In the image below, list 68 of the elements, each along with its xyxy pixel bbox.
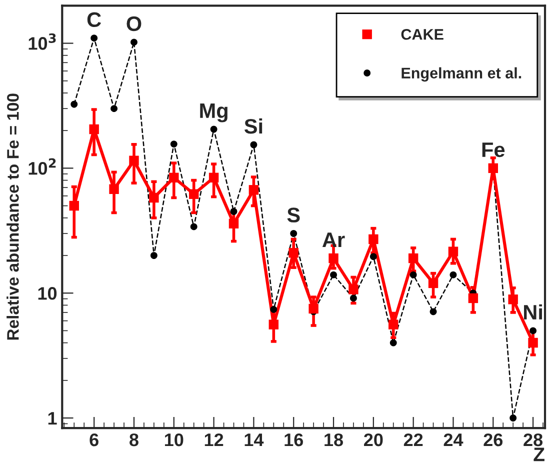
point — [430, 308, 437, 316]
point — [308, 304, 318, 314]
y-tick-label: 1 — [48, 412, 57, 425]
point — [190, 223, 198, 230]
y-tick-label: 10$^{2}$ — [28, 158, 56, 175]
annotation: C — [87, 12, 102, 28]
point — [70, 100, 78, 108]
annotation: Fe — [482, 142, 505, 158]
point — [149, 192, 159, 203]
annotation: Si — [244, 118, 262, 134]
annotation: Ni — [524, 304, 542, 320]
point — [228, 218, 239, 228]
point — [169, 172, 179, 182]
point — [528, 338, 538, 348]
point — [330, 271, 337, 278]
point — [448, 246, 458, 256]
point — [130, 38, 138, 46]
point — [170, 140, 178, 148]
point — [388, 320, 398, 330]
x-tick-label: 6 — [90, 433, 98, 446]
x-tick-label: 24 — [444, 433, 464, 446]
point — [368, 234, 378, 244]
point — [69, 200, 79, 211]
point — [290, 230, 298, 237]
x-tick-label: 10 — [164, 433, 184, 446]
point — [288, 248, 298, 258]
x-tick-label: 18 — [324, 433, 343, 446]
point — [450, 271, 457, 278]
x-tick-label: 12 — [204, 433, 224, 446]
x-tick-label: 28 — [524, 433, 543, 446]
point — [109, 184, 119, 194]
point — [150, 252, 158, 259]
point — [350, 294, 357, 302]
x-tick-label: 8 — [130, 433, 138, 446]
point — [348, 284, 358, 294]
point — [250, 141, 258, 148]
annotation: Ar — [322, 232, 345, 247]
point — [210, 126, 218, 133]
y-tick-label: 10$^{3}$ — [28, 33, 56, 50]
point — [390, 339, 397, 346]
point — [208, 172, 219, 182]
x-tick-label: 22 — [404, 433, 423, 446]
point — [328, 253, 338, 264]
x-axis-title: Z — [534, 448, 544, 462]
annotation: O — [126, 16, 142, 32]
point — [248, 185, 259, 195]
point — [89, 124, 99, 134]
annotation: S — [287, 208, 300, 222]
y-axis-title: Relative abundance to Fe = 100 — [6, 94, 19, 340]
point — [270, 306, 278, 313]
point — [510, 414, 517, 422]
point — [428, 278, 438, 288]
point — [188, 189, 199, 199]
point — [90, 34, 98, 42]
point — [468, 293, 478, 304]
legend-label: CAKE — [401, 28, 444, 40]
point — [110, 105, 118, 112]
y-tick-label: 10 — [38, 287, 57, 300]
x-tick-label: 26 — [484, 433, 503, 446]
legend-label: Engelmann et al. — [402, 67, 522, 82]
point — [129, 156, 139, 166]
x-tick-label: 16 — [284, 433, 303, 446]
point — [268, 320, 279, 330]
x-tick-label: 14 — [244, 434, 264, 446]
point — [508, 294, 518, 304]
point — [408, 253, 418, 264]
annotation: Mg — [200, 104, 228, 122]
x-tick-label: 20 — [364, 433, 383, 446]
